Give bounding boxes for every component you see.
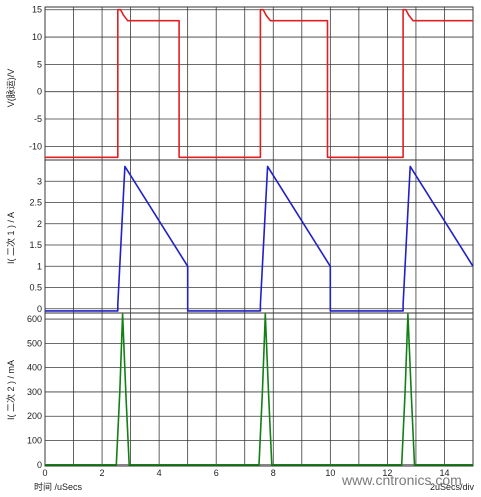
y-tick-label: 2 — [37, 219, 42, 229]
time-axis-label: 时间 /uSecs — [34, 481, 83, 492]
y-tick-label: 1.5 — [29, 240, 42, 250]
plot-frame — [44, 6, 474, 161]
y-tick-label: 0.5 — [29, 283, 42, 293]
y-tick-label: 100 — [27, 436, 42, 446]
y-tick-label: 300 — [27, 387, 42, 397]
current-1-panel: 3 2.5 2 1.5 1 0.5 0 — [29, 159, 474, 314]
y-tick-label: 0 — [37, 304, 42, 314]
time-per-div-label: 2uSecs/div — [430, 482, 475, 492]
x-tick-label: 14 — [439, 468, 449, 478]
current-1-axis-label: I( 二次 1 ) / A — [5, 212, 16, 264]
x-tick-label: 12 — [382, 468, 392, 478]
y-tick-label: -10 — [29, 141, 42, 151]
y-tick-label: 0 — [37, 87, 42, 97]
waveform-line — [45, 8, 473, 159]
y-tick-label: 1 — [37, 261, 42, 271]
x-tick-label: 4 — [157, 468, 162, 478]
y-tick-label: 5 — [37, 59, 42, 69]
x-tick-label: 0 — [42, 468, 47, 478]
y-tick-label: 3 — [37, 176, 42, 186]
voltage-panel: 15 10 5 0 -5 -10 — [29, 5, 474, 161]
waveform-line — [45, 165, 474, 312]
x-tick-label: 10 — [325, 468, 335, 478]
y-tick-label: 600 — [27, 314, 42, 324]
y-tick-label: 200 — [27, 411, 42, 421]
y-tick-label: 0 — [37, 460, 42, 470]
x-tick-label: 2 — [100, 468, 105, 478]
y-tick-label: 400 — [27, 363, 42, 373]
current-2-panel: 600 500 400 300 200 100 00 2 4 6 8 10 12 14 — [27, 312, 474, 478]
watermark-text: www.cntronics.com — [341, 472, 462, 488]
y-tick-label: 15 — [32, 5, 42, 15]
waveform-line — [45, 313, 473, 466]
y-tick-label: 10 — [32, 32, 42, 42]
y-tick-label: 500 — [27, 338, 42, 348]
x-tick-label: 6 — [214, 468, 219, 478]
y-tick-label: -5 — [34, 114, 42, 124]
y-tick-label: 2.5 — [29, 198, 42, 208]
current-2-axis-label: I( 二次 2 ) / mA — [5, 360, 16, 420]
x-tick-label: 8 — [271, 468, 276, 478]
voltage-axis-label: V(脉运)/V — [5, 69, 16, 108]
